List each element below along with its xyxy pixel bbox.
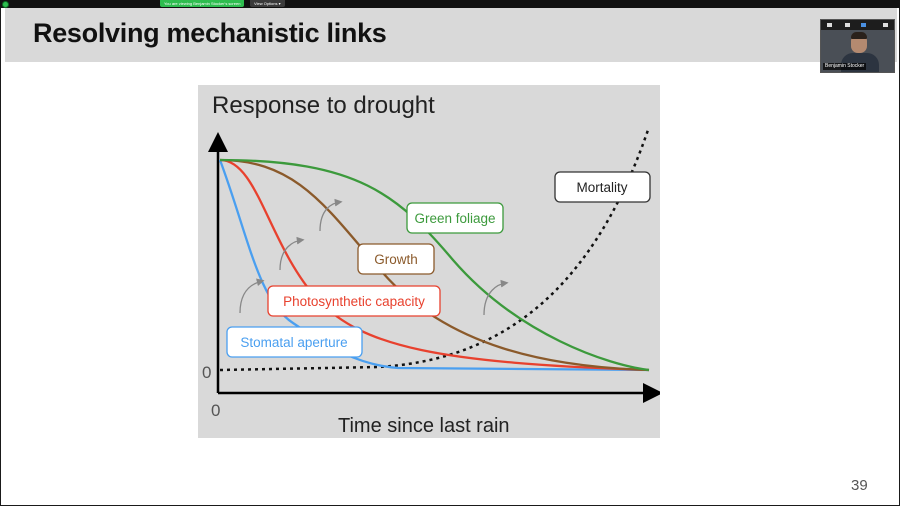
mortality-label: Mortality bbox=[576, 180, 627, 195]
growth-label: Growth bbox=[374, 252, 418, 267]
green-foliage-label: Green foliage bbox=[414, 211, 495, 226]
x-axis-label: Time since last rain bbox=[338, 415, 510, 437]
slide-header: Resolving mechanistic links bbox=[5, 8, 897, 62]
photosynthetic-capacity-label: Photosynthetic capacity bbox=[283, 294, 425, 309]
growth-label-box bbox=[357, 243, 435, 275]
photosynthetic-capacity-label-box bbox=[267, 285, 441, 317]
figure-canvas: Response to drought 0 0 Time since last … bbox=[202, 92, 660, 437]
mortality-label-box bbox=[554, 171, 651, 203]
y-zero-label: 0 bbox=[202, 363, 211, 382]
x-zero-label: 0 bbox=[211, 401, 220, 420]
minimize-icon[interactable] bbox=[827, 23, 832, 27]
recovery-arrow-icon bbox=[483, 279, 509, 316]
view-options-button[interactable]: View Options ▾ bbox=[250, 0, 285, 7]
green-foliage-curve bbox=[219, 158, 650, 372]
viewing-banner-text: You are viewing Benjamin Stocker's scree… bbox=[164, 1, 241, 6]
recovery-arrow-icon bbox=[319, 198, 343, 232]
page-number: 39 bbox=[851, 477, 868, 494]
view-options-label: View Options bbox=[254, 1, 278, 6]
drought-response-figure: Response to drought 0 0 Time since last … bbox=[198, 85, 660, 438]
chevron-down-icon: ▾ bbox=[278, 1, 281, 6]
speaker-hair bbox=[851, 32, 867, 39]
zoom-status-icon bbox=[2, 1, 9, 8]
green-foliage-label-box bbox=[406, 202, 504, 234]
growth-curve bbox=[219, 158, 650, 372]
figure-title: Response to drought bbox=[212, 92, 435, 119]
recovery-arrow-icon bbox=[279, 236, 305, 271]
stomatal-aperture-label: Stomatal aperture bbox=[240, 335, 347, 350]
zoom-top-bar: You are viewing Benjamin Stocker's scree… bbox=[0, 0, 900, 8]
viewing-banner: You are viewing Benjamin Stocker's scree… bbox=[160, 0, 245, 7]
video-toolbar bbox=[821, 20, 894, 30]
stomatal-aperture-label-box bbox=[226, 326, 363, 358]
layout-icon[interactable] bbox=[845, 23, 850, 27]
recovery-arrow-icon bbox=[239, 278, 265, 314]
participant-video-tile[interactable]: Benjamin Stocker bbox=[820, 19, 895, 73]
participant-name: Benjamin Stocker bbox=[823, 63, 867, 70]
gallery-icon[interactable] bbox=[861, 23, 866, 27]
stomatal-aperture-curve bbox=[218, 159, 650, 372]
slide-title: Resolving mechanistic links bbox=[33, 18, 387, 48]
expand-icon[interactable] bbox=[883, 23, 888, 27]
